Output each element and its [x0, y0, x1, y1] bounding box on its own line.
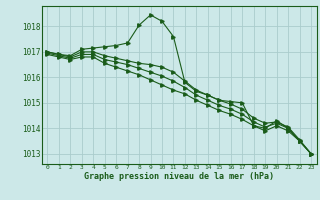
X-axis label: Graphe pression niveau de la mer (hPa): Graphe pression niveau de la mer (hPa)	[84, 172, 274, 181]
